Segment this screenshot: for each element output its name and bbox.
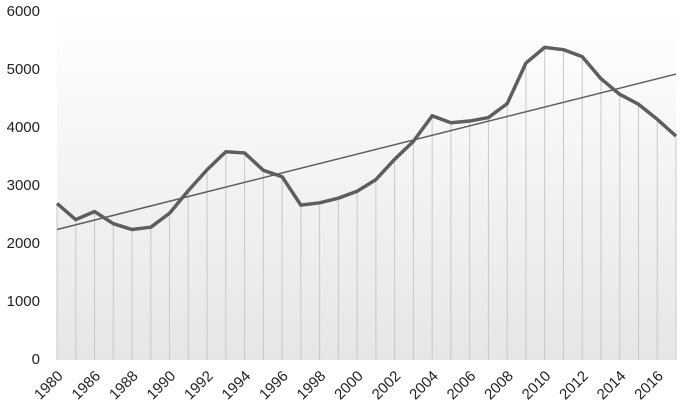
x-tick-label: 2004 xyxy=(406,368,442,403)
y-tick-label: 3000 xyxy=(7,177,40,194)
x-tick-label: 2016 xyxy=(631,368,667,403)
x-tick-label: 1986 xyxy=(69,368,105,403)
x-tick-label: 1996 xyxy=(256,368,292,403)
x-tick-label: 2006 xyxy=(444,368,480,403)
y-tick-label: 2000 xyxy=(7,235,40,252)
x-tick-label: 2008 xyxy=(481,368,517,403)
data-line xyxy=(55,45,678,232)
y-tick-label: 6000 xyxy=(7,3,40,20)
x-tick-label: 1988 xyxy=(106,368,142,403)
x-tick-label: 1980 xyxy=(31,368,67,403)
y-tick-label: 4000 xyxy=(7,119,40,136)
y-tick-label: 5000 xyxy=(7,61,40,78)
x-tick-label: 1992 xyxy=(181,368,217,403)
y-tick-label: 0 xyxy=(32,351,40,368)
trend-line xyxy=(56,73,677,231)
x-tick-label: 2012 xyxy=(556,368,592,403)
x-tick-label: 1990 xyxy=(144,368,180,403)
x-tick-label: 1994 xyxy=(219,368,255,403)
x-tick-label: 2000 xyxy=(331,368,367,403)
x-tick-label: 2002 xyxy=(369,368,405,403)
y-tick-label: 1000 xyxy=(7,293,40,310)
x-tick-label: 2010 xyxy=(519,368,555,403)
x-tick-label: 2014 xyxy=(594,368,630,403)
x-tick-label: 1998 xyxy=(294,368,330,403)
